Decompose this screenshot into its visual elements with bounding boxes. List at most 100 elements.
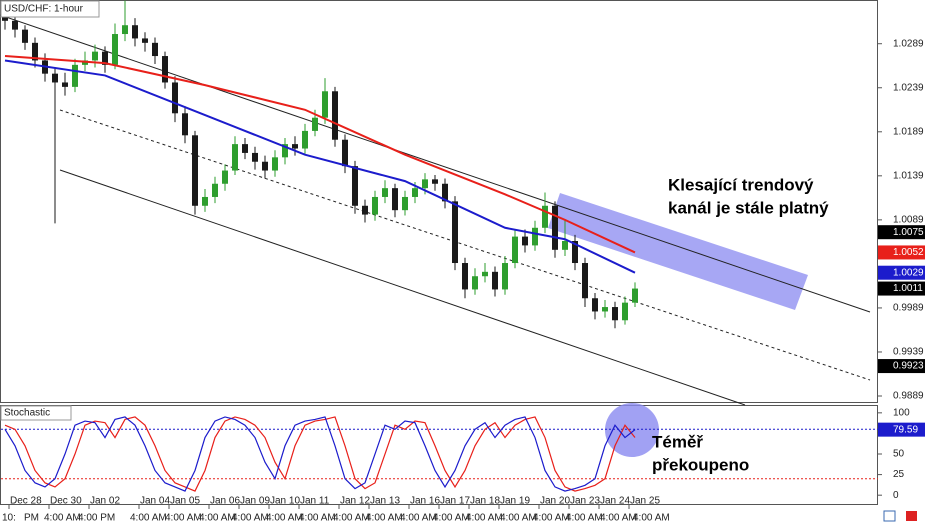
candle-body [352, 166, 358, 206]
x-tick-label: Jan 20 [540, 496, 570, 507]
price-tag [878, 265, 925, 280]
time-label: 4:00 AM [299, 513, 336, 524]
y-tick-label: 0 [893, 490, 899, 501]
highlight-circle [605, 403, 659, 457]
candle-body [202, 196, 208, 206]
y-tick-label: 1.0239 [893, 82, 924, 93]
candle-body [112, 34, 118, 65]
candle-body [402, 196, 408, 211]
time-label: 4:00 AM [600, 513, 637, 524]
candle-body [162, 56, 168, 83]
candle-body [72, 64, 78, 87]
candle-body [502, 263, 508, 290]
time-label: 10: [2, 513, 16, 524]
candle-body [392, 188, 398, 211]
icon[interactable] [906, 511, 917, 521]
price-tag-label: 1.0052 [893, 247, 924, 258]
candle-body [272, 157, 278, 171]
title-box [0, 0, 100, 18]
candle-body [512, 236, 518, 264]
y-tick-label: 1.0289 [893, 38, 924, 49]
channel-mid [59, 109, 871, 381]
time-label: 4:00 AM [232, 513, 269, 524]
time-label: 4:00 AM [466, 513, 503, 524]
y-tick-label: 1.0089 [893, 215, 924, 226]
candle-body [222, 170, 228, 184]
candle-body [252, 152, 258, 162]
candle-body [92, 51, 98, 61]
candle-body [292, 144, 298, 149]
candle-body [432, 179, 438, 184]
price-tag [878, 281, 925, 296]
x-tick-label: Jan 04 [140, 496, 170, 507]
price-tag-label: 1.0011 [893, 283, 923, 294]
value-tag-label: 79.59 [893, 424, 918, 435]
x-tick-label: Jan 24 [600, 496, 630, 507]
candle-body [192, 135, 198, 206]
annotation: překoupeno [652, 455, 749, 474]
candle-body [372, 196, 378, 215]
time-label: 4:00 AM [199, 513, 236, 524]
candle-body [382, 188, 388, 197]
candle-body [482, 271, 488, 277]
price-tag-label: 0.9923 [893, 361, 924, 372]
line [4, 416, 636, 492]
x-tick-label: Jan 13 [370, 496, 400, 507]
time-label: 4:00 AM [44, 513, 81, 524]
candle-body [532, 227, 538, 246]
chart-title: USD/CHF: 1-hour [4, 4, 84, 15]
time-label: 4:00 AM [165, 513, 202, 524]
channel-lower [59, 169, 746, 406]
candle-body [262, 161, 268, 171]
candle-body [332, 91, 338, 140]
candle-body [422, 179, 428, 189]
x-tick-label: Dec 28 [10, 496, 42, 507]
x-tick-label: Dec 30 [50, 496, 82, 507]
candle-body [592, 298, 598, 312]
price-tag-label: 1.0029 [893, 267, 924, 278]
time-label: 4:00 AM [633, 513, 670, 524]
line [4, 416, 636, 492]
icon[interactable] [883, 510, 896, 522]
candle-body [52, 73, 58, 83]
candle-body [442, 183, 448, 202]
y-tick-label: 100 [893, 407, 910, 418]
time-label: PM [24, 513, 39, 524]
y-tick-label: 25 [893, 469, 905, 480]
candle-body [412, 188, 418, 197]
time-label: 4:00 AM [566, 513, 603, 524]
candle-body [632, 288, 638, 303]
candle-body [492, 271, 498, 290]
y-tick-label: 50 [893, 449, 905, 460]
candle-body [182, 113, 188, 136]
time-label: 4:00 AM [266, 513, 303, 524]
x-tick-label: Jan 16 [410, 496, 440, 507]
y-tick-label: 0.9989 [893, 303, 924, 314]
stoch-title-box [0, 405, 72, 421]
candle-body [142, 38, 148, 43]
time-label: 4:00 AM [130, 513, 167, 524]
candle-body [542, 205, 548, 228]
candle-body [342, 139, 348, 167]
x-tick-label: Jan 11 [300, 496, 330, 507]
candle-body [452, 201, 458, 264]
candle-body [232, 144, 238, 171]
candle-body [212, 183, 218, 197]
price-tag-label: 1.0075 [893, 227, 924, 238]
candle-body [562, 241, 568, 250]
y-tick-label: 1.0139 [893, 170, 924, 181]
line [4, 59, 636, 274]
price-panel [0, 0, 878, 403]
candle-body [62, 82, 68, 87]
candle-body [572, 241, 578, 264]
candle-body [172, 82, 178, 114]
candle-body [602, 307, 608, 312]
y-tick-label: 0.9939 [893, 347, 924, 358]
stoch-title: Stochastic [4, 408, 50, 419]
x-tick-label: Jan 17 [440, 496, 470, 507]
price-tag [878, 245, 925, 260]
channel-upper [0, 14, 871, 313]
x-tick-label: Jan 23 [570, 496, 600, 507]
candle-body [122, 25, 128, 35]
x-tick-label: Jan 12 [340, 496, 370, 507]
